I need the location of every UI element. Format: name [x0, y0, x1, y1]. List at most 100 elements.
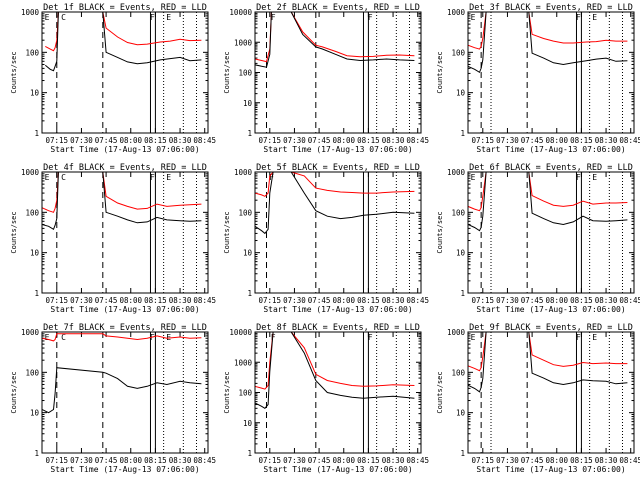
segment-label: E	[166, 333, 171, 342]
x-tick-label: 07:30	[496, 456, 519, 465]
x-axis-label: Start Time (17-Aug-13 07:06:00)	[50, 145, 199, 154]
segment-label: F	[271, 333, 276, 342]
y-tick-label: 10	[30, 409, 40, 418]
segment-label: E	[592, 13, 597, 22]
panel-det-9: Det_9f BLACK = Events, RED = LLD 1 10 100 10…	[436, 323, 640, 474]
lld-series-line	[255, 12, 415, 63]
x-tick-label: 07:30	[70, 296, 93, 305]
x-axis-label: Start Time (17-Aug-13 07:06:00)	[50, 465, 199, 474]
events-series-line	[255, 332, 415, 409]
x-tick-label: 08:45	[406, 136, 429, 145]
y-tick-label: 1000	[447, 328, 466, 337]
x-tick-label: 08:45	[406, 296, 429, 305]
x-tick-label: 08:15	[570, 456, 593, 465]
panel-det-2: Det_2f BLACK = Events, RED = LLD 1 10 100 10…	[223, 3, 429, 154]
events-series-line	[468, 172, 628, 232]
y-tick-label: 100	[451, 48, 465, 57]
panel-det-5: Det_5f BLACK = Events, RED = LLD 1 10 100 10…	[223, 163, 429, 314]
x-axis-label: Start Time (17-Aug-13 07:06:00)	[476, 145, 625, 154]
x-tick-label: 07:15	[472, 136, 495, 145]
x-tick-label: 08:15	[357, 136, 380, 145]
segment-label: E	[471, 13, 476, 22]
segment-label: F	[576, 13, 581, 22]
x-tick-label: 08:45	[193, 136, 216, 145]
x-tick-label: 08:30	[169, 296, 192, 305]
plot-frame	[467, 11, 635, 134]
x-tick-label: 08:00	[119, 136, 142, 145]
segment-label: E	[471, 333, 476, 342]
segment-label: C	[61, 173, 66, 182]
x-tick-label: 08:00	[545, 456, 568, 465]
x-tick-label: 08:15	[570, 296, 593, 305]
y-tick-label: 1	[247, 129, 252, 138]
x-tick-label: 07:30	[283, 456, 306, 465]
segment-label: E	[471, 173, 476, 182]
y-tick-label: 10	[456, 249, 466, 258]
segment-label: E	[45, 333, 50, 342]
x-tick-label: 07:30	[283, 136, 306, 145]
lld-series-line	[45, 12, 202, 52]
x-tick-label: 08:15	[570, 136, 593, 145]
x-tick-label: 07:45	[95, 456, 118, 465]
y-tick-label: 1	[34, 449, 39, 458]
x-tick-label: 07:30	[70, 456, 93, 465]
segment-label: F	[150, 13, 155, 22]
events-series-line	[255, 172, 415, 235]
segment-label: E	[45, 173, 50, 182]
y-axis-label: Counts/sec	[10, 371, 18, 413]
y-tick-label: 1	[247, 289, 252, 298]
x-tick-label: 08:00	[119, 296, 142, 305]
x-tick-label: 07:30	[70, 136, 93, 145]
x-tick-label: 08:45	[193, 456, 216, 465]
y-tick-label: 1000	[447, 168, 466, 177]
y-axis-label: Counts/sec	[223, 51, 231, 93]
y-tick-label: 1	[34, 289, 39, 298]
plot-frame	[41, 11, 209, 134]
lld-series-line	[255, 172, 415, 197]
segment-label: C	[61, 13, 66, 22]
segment-label: E	[166, 173, 171, 182]
panel-title: Det_1f BLACK = Events, RED = LLD	[43, 3, 207, 13]
events-series-line	[44, 12, 202, 72]
panel-det-4: Det_4f BLACK = Events, RED = LLD 1 10 100 10…	[10, 163, 216, 314]
plot-frame	[467, 331, 635, 454]
x-tick-label: 08:30	[382, 136, 405, 145]
panel-title: Det_8f BLACK = Events, RED = LLD	[256, 323, 420, 333]
y-tick-label: 10	[243, 419, 253, 428]
y-tick-label: 10	[243, 99, 253, 108]
panel-det-1: Det_1f BLACK = Events, RED = LLD 1 10 100 10…	[10, 3, 216, 154]
x-axis-label: Start Time (17-Aug-13 07:06:00)	[476, 465, 625, 474]
x-axis-label: Start Time (17-Aug-13 07:06:00)	[263, 305, 412, 314]
y-tick-label: 1000	[21, 168, 40, 177]
y-tick-label: 100	[451, 208, 465, 217]
segment-label: F	[269, 173, 274, 182]
x-tick-label: 08:15	[144, 136, 167, 145]
events-series-line	[42, 367, 202, 414]
x-tick-label: 08:15	[357, 296, 380, 305]
x-tick-label: 08:30	[169, 456, 192, 465]
x-tick-label: 08:30	[169, 136, 192, 145]
x-tick-label: 07:15	[472, 456, 495, 465]
y-axis-label: Counts/sec	[10, 51, 18, 93]
y-tick-label: 1000	[21, 328, 40, 337]
y-tick-label: 1	[34, 129, 39, 138]
y-tick-label: 100	[25, 208, 39, 217]
events-series-line	[42, 172, 202, 231]
x-tick-label: 08:30	[595, 296, 618, 305]
x-tick-label: 07:45	[308, 456, 331, 465]
y-tick-label: 10000	[229, 328, 252, 337]
panel-det-6: Det_6f BLACK = Events, RED = LLD 1 10 100 10…	[436, 163, 640, 314]
x-tick-label: 08:30	[382, 296, 405, 305]
x-tick-label: 07:15	[259, 136, 282, 145]
panel-title: Det_3f BLACK = Events, RED = LLD	[469, 3, 633, 13]
x-tick-label: 07:30	[283, 296, 306, 305]
segment-label: F	[368, 333, 373, 342]
y-tick-label: 10	[30, 89, 40, 98]
panel-title: Det_9f BLACK = Events, RED = LLD	[469, 323, 633, 333]
x-axis-label: Start Time (17-Aug-13 07:06:00)	[263, 145, 412, 154]
x-tick-label: 08:15	[144, 456, 167, 465]
x-tick-label: 07:15	[46, 136, 69, 145]
x-tick-label: 08:15	[144, 296, 167, 305]
panel-title: Det_5f BLACK = Events, RED = LLD	[256, 163, 420, 173]
x-tick-label: 08:00	[545, 136, 568, 145]
